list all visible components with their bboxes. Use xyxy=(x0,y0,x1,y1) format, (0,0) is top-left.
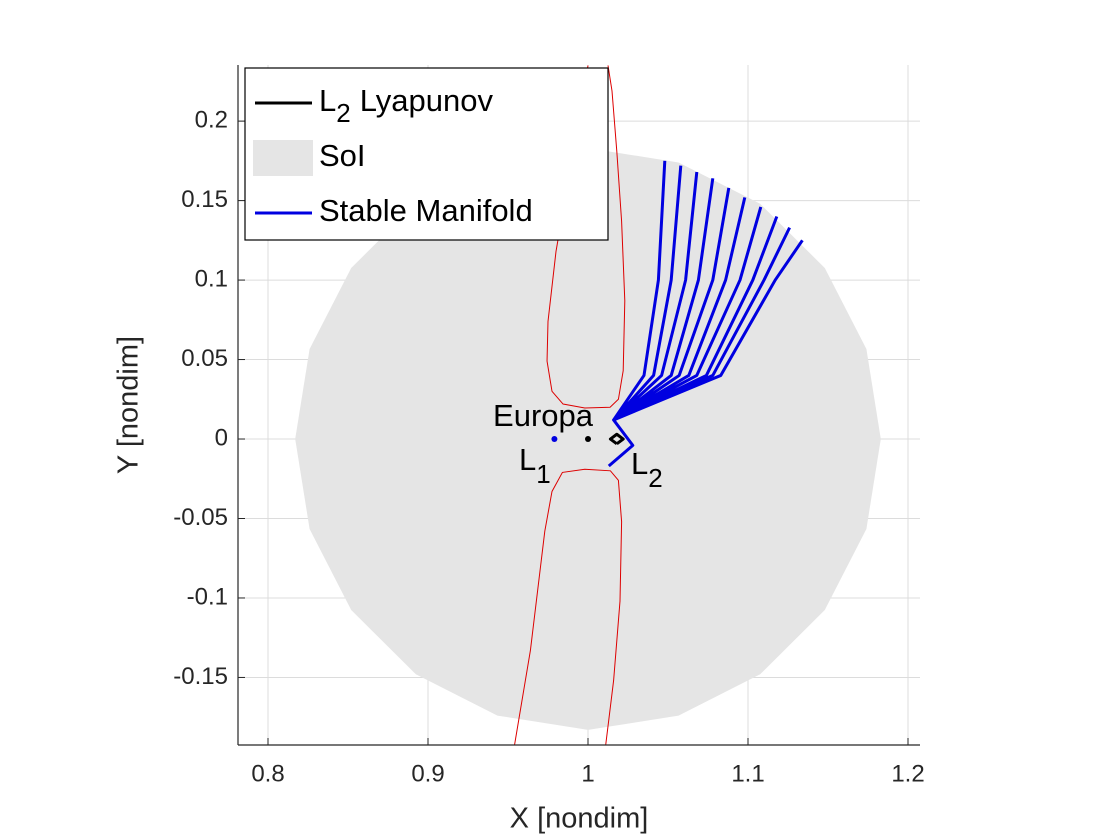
annotation: Europa xyxy=(493,398,594,433)
zero-velocity-curve xyxy=(514,468,623,745)
y-tick-label: -0.15 xyxy=(173,663,228,690)
y-tick-label: -0.05 xyxy=(173,504,228,531)
annotation-subscript: 1 xyxy=(536,459,550,489)
annotation-text: Europa xyxy=(493,398,594,433)
x-tick-label: 1.2 xyxy=(891,760,924,787)
legend-label-part: Lyapunov xyxy=(360,83,494,118)
legend-label: SoI xyxy=(319,138,366,173)
x-axis-label: X [nondim] xyxy=(510,803,649,835)
legend: L2 Lyapunov SoI Stable Manifold xyxy=(244,67,609,241)
legend-swatch xyxy=(253,140,313,176)
legend-label-part: L xyxy=(319,83,336,118)
annotation-text: L xyxy=(631,446,648,481)
annotation-subscript: 2 xyxy=(648,463,662,493)
annotation-text: L xyxy=(519,442,536,477)
series-line xyxy=(607,160,804,468)
plot-area xyxy=(295,65,881,745)
x-tick-label: 1 xyxy=(581,760,594,787)
x-tick-label: 0.9 xyxy=(411,760,444,787)
point-marker xyxy=(585,436,591,443)
axes: 0.8 0.9 1 1.1 1.2 -0.15 -0.1 -0.05 0 0.05 0.1 0.15 0… xyxy=(173,65,925,787)
legend-label: L2 Lyapunov xyxy=(319,83,494,128)
y-tick-label: 0.2 xyxy=(195,106,228,133)
point-marker xyxy=(551,436,558,443)
legend-label: Stable Manifold xyxy=(319,193,533,228)
y-axis-label: Y [nondim] xyxy=(113,336,145,474)
annotation: L1 xyxy=(519,442,551,489)
series-line xyxy=(608,432,625,445)
x-tick-label: 1.1 xyxy=(731,760,764,787)
y-tick-label: 0 xyxy=(215,424,228,451)
x-tick-label: 0.8 xyxy=(251,760,284,787)
y-tick-label: 0.05 xyxy=(181,345,228,372)
y-tick-label: 0.15 xyxy=(181,186,228,213)
y-tick-label: 0.1 xyxy=(195,265,228,292)
y-tick-label: -0.1 xyxy=(187,583,228,610)
annotation: L2 xyxy=(631,446,663,493)
legend-label-subscript: 2 xyxy=(336,98,350,128)
